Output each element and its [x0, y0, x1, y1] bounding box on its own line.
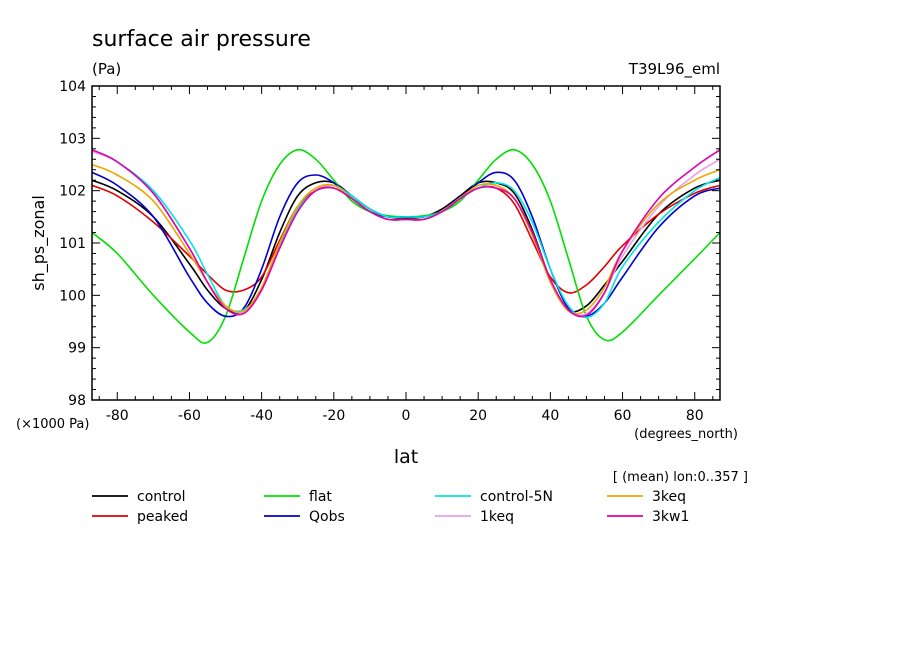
plot-lines	[91, 148, 721, 344]
legend-label-flat: flat	[309, 489, 332, 505]
mean-footnote: [ (mean) lon:0..357 ]	[613, 470, 748, 485]
x-tick-label: 60	[614, 408, 632, 424]
x-units-label: (degrees_north)	[634, 427, 738, 442]
y-scale-label: (×1000 Pa)	[16, 417, 89, 432]
x-tick-label: -20	[322, 408, 345, 424]
series-line-control-5n	[91, 150, 721, 319]
x-tick-label: -40	[250, 408, 273, 424]
legend-label-3kw1: 3kw1	[652, 509, 689, 525]
series-line-peaked	[91, 184, 721, 294]
y-tick-label: 98	[68, 393, 86, 409]
experiment-label: T39L96_eml	[628, 60, 720, 79]
x-tick-label: 20	[469, 408, 487, 424]
units-label: (Pa)	[92, 60, 121, 78]
y-tick-label: 101	[59, 236, 86, 252]
x-tick-label: 40	[541, 408, 559, 424]
x-tick-label: 80	[686, 408, 704, 424]
x-axis-label: lat	[394, 446, 418, 468]
legend-label-3keq: 3keq	[652, 489, 686, 505]
legend-label-qobs: Qobs	[309, 509, 345, 525]
series-line-1keq	[91, 150, 721, 317]
y-tick-label: 99	[68, 341, 86, 357]
y-tick-label: 104	[59, 79, 86, 95]
y-tick-label: 102	[59, 184, 86, 200]
legend-label-control-5n: control-5N	[480, 489, 553, 505]
x-tick-label: -80	[106, 408, 129, 424]
legend-label-1keq: 1keq	[480, 509, 514, 525]
legend-label-control: control	[137, 489, 186, 505]
x-tick-label: -60	[178, 408, 201, 424]
chart-title: surface air pressure	[92, 27, 311, 52]
axis-ticks: -80 -60 -40 -20 0 20 40 60 80 98 99 100 101 102 103 104	[59, 79, 720, 424]
series-line-3keq	[91, 163, 721, 315]
series-line-3kw1	[91, 149, 721, 318]
x-tick-label: 0	[402, 408, 411, 424]
y-tick-label: 103	[59, 131, 86, 147]
legend-label-peaked: peaked	[137, 509, 188, 525]
y-tick-label: 100	[59, 288, 86, 304]
y-axis-label: sh_ps_zonal	[29, 195, 49, 291]
legend: control peaked flat Qobs control-5N 1keq 3keq 3…	[92, 489, 689, 525]
